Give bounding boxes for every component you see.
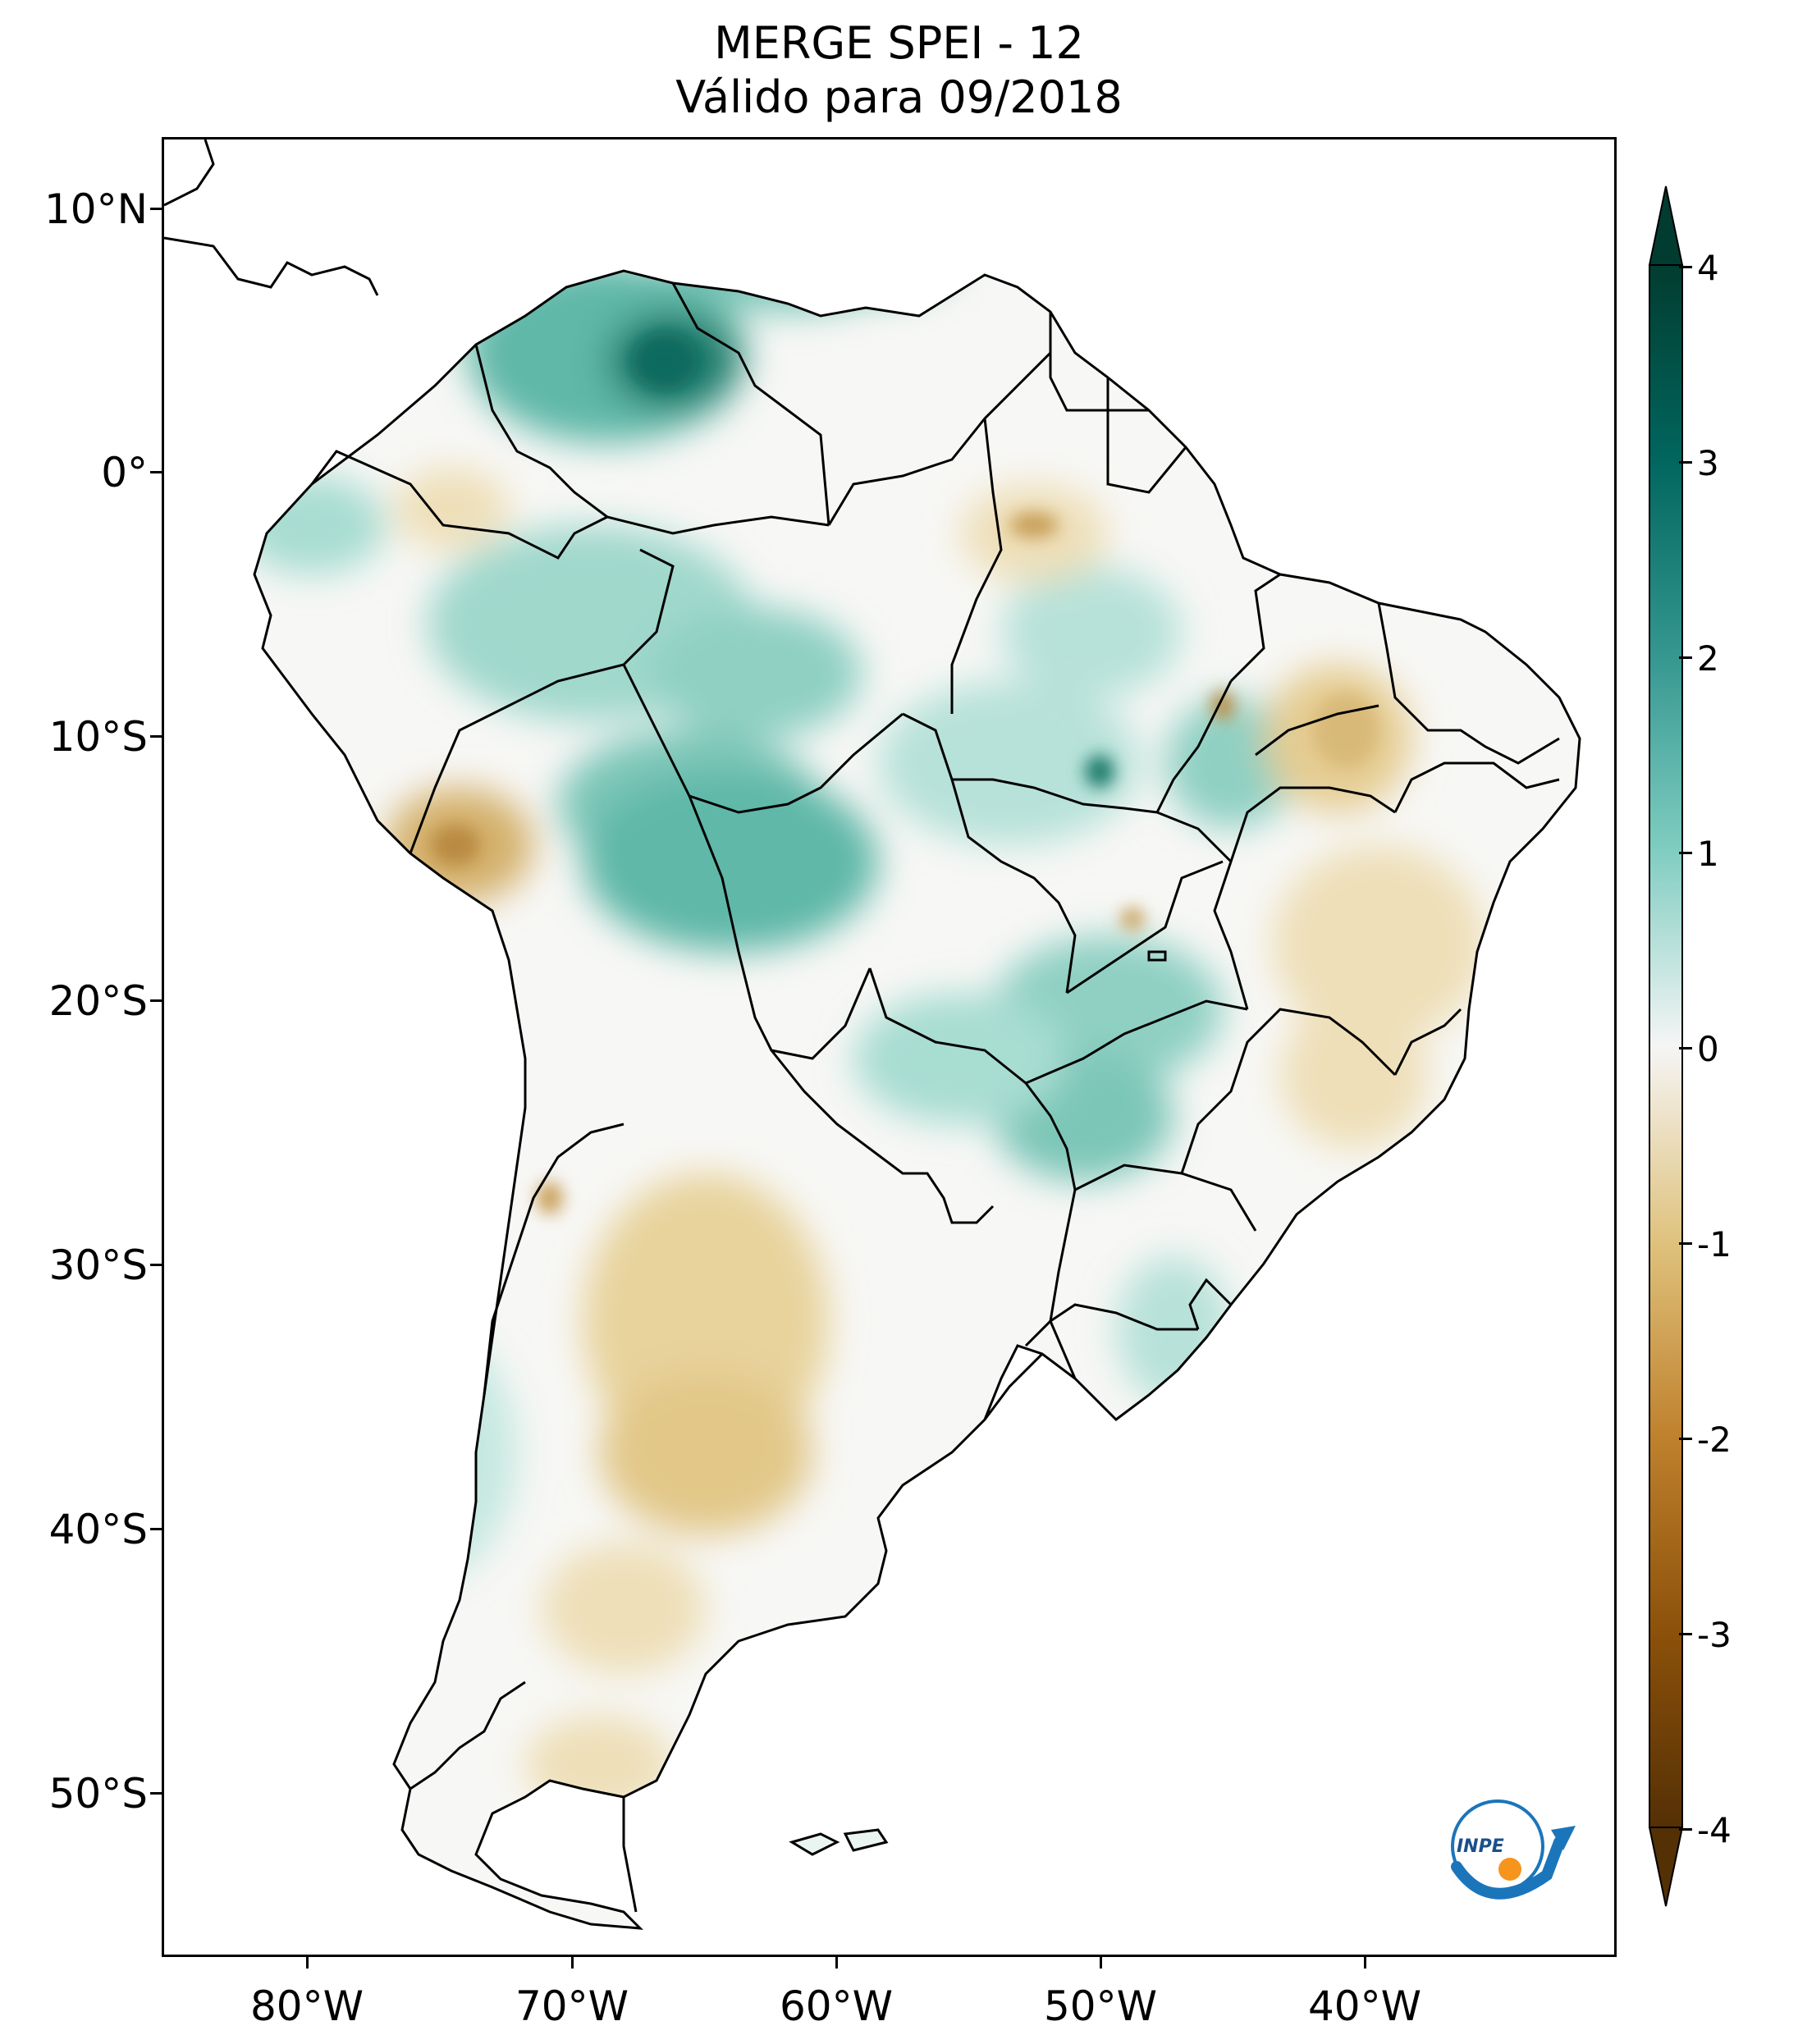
map-title-line2: Válido para 09/2018 xyxy=(675,71,1123,123)
cbar-label: -1 xyxy=(1697,1224,1732,1264)
colorbar xyxy=(1648,185,1684,1907)
cbar-label: 3 xyxy=(1697,443,1719,483)
lon-tick xyxy=(306,1957,309,1969)
lat-label: 30°S xyxy=(48,1241,148,1289)
lon-tick xyxy=(1364,1957,1366,1969)
cbar-label: 1 xyxy=(1697,834,1719,874)
lat-label: 10°N xyxy=(43,185,148,233)
lon-label: 80°W xyxy=(249,1982,364,2030)
lat-label: 40°S xyxy=(48,1506,148,1553)
cbar-tick xyxy=(1679,461,1692,464)
cbar-tick xyxy=(1679,1828,1692,1831)
lat-tick xyxy=(150,471,162,473)
lat-tick xyxy=(150,1264,162,1266)
cbar-tick xyxy=(1679,1633,1692,1635)
lon-tick xyxy=(835,1957,838,1969)
lat-label: 0° xyxy=(101,449,148,496)
map-frame xyxy=(162,137,1617,1957)
lat-label: 50°S xyxy=(48,1770,148,1818)
lat-tick xyxy=(150,735,162,738)
cbar-label: -3 xyxy=(1697,1615,1732,1655)
lat-tick xyxy=(150,1792,162,1795)
lon-label: 60°W xyxy=(779,1982,894,2030)
lon-tick xyxy=(571,1957,574,1969)
cbar-tick xyxy=(1679,1047,1692,1049)
central-america-coast xyxy=(164,139,379,296)
falkland-islands xyxy=(789,1828,889,1856)
cbar-label: -4 xyxy=(1697,1810,1732,1850)
lat-tick xyxy=(150,999,162,1002)
lon-tick xyxy=(1100,1957,1102,1969)
cbar-tick xyxy=(1679,1242,1692,1245)
cbar-tick xyxy=(1679,852,1692,854)
lon-label: 70°W xyxy=(515,1982,629,2030)
map-title-line1: MERGE SPEI - 12 xyxy=(714,17,1084,69)
inpe-logo-text: INPE xyxy=(1457,1836,1504,1857)
lon-label: 40°W xyxy=(1307,1982,1422,2030)
lat-tick xyxy=(150,208,162,210)
cbar-label: 4 xyxy=(1697,248,1719,288)
lon-label: 50°W xyxy=(1043,1982,1158,2030)
lat-tick xyxy=(150,1528,162,1530)
spei-map xyxy=(164,139,1614,1955)
lat-label: 10°S xyxy=(48,713,148,761)
cbar-label: -2 xyxy=(1697,1420,1732,1460)
country-borders xyxy=(310,282,1560,1913)
coastline xyxy=(253,269,1581,1930)
cbar-label: 0 xyxy=(1697,1029,1719,1069)
lat-label: 20°S xyxy=(48,977,148,1025)
cbar-label: 2 xyxy=(1697,638,1719,679)
inpe-logo: INPE xyxy=(1451,1799,1576,1900)
cbar-tick xyxy=(1679,266,1692,268)
cbar-tick xyxy=(1679,1438,1692,1440)
cbar-tick xyxy=(1679,656,1692,659)
